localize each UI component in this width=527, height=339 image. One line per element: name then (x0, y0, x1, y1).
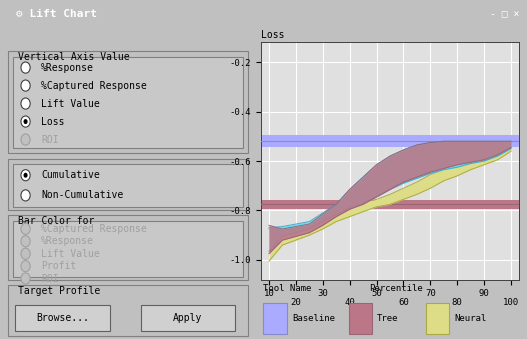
Bar (426, 303, 450, 334)
Bar (8, 215, 248, 280)
Text: Profit: Profit (41, 261, 76, 271)
Circle shape (21, 190, 30, 201)
Bar (15, 305, 110, 331)
Bar (13, 164, 243, 207)
Text: Browse...: Browse... (36, 313, 89, 323)
Circle shape (21, 261, 30, 272)
Circle shape (21, 223, 30, 235)
Text: Percentile: Percentile (369, 284, 423, 294)
Bar (141, 305, 235, 331)
Circle shape (21, 62, 30, 73)
Circle shape (21, 236, 30, 247)
Circle shape (24, 173, 27, 178)
Text: Loss: Loss (41, 117, 64, 126)
Bar (8, 159, 248, 210)
Circle shape (21, 273, 30, 284)
Text: Target Profile: Target Profile (18, 286, 100, 296)
Circle shape (21, 170, 30, 181)
Text: ⚙ Lift Chart: ⚙ Lift Chart (16, 9, 97, 19)
Text: ROI: ROI (41, 135, 58, 144)
Text: Lift Value: Lift Value (41, 99, 100, 108)
Bar (13, 221, 243, 277)
Circle shape (21, 116, 30, 127)
Text: Bar Color for: Bar Color for (18, 217, 94, 226)
Text: %Response: %Response (41, 236, 94, 246)
Bar (349, 303, 372, 334)
Text: ROI: ROI (41, 274, 58, 283)
Circle shape (24, 119, 27, 124)
Bar (264, 303, 287, 334)
Text: Lift Value: Lift Value (41, 249, 100, 259)
Circle shape (21, 134, 30, 145)
Text: %Captured Response: %Captured Response (41, 224, 147, 234)
Text: Baseline: Baseline (292, 314, 335, 323)
Circle shape (21, 80, 30, 91)
Bar (8, 285, 248, 336)
Text: %Response: %Response (41, 63, 94, 73)
Text: Loss: Loss (261, 30, 285, 40)
Text: - □ ×: - □ × (490, 9, 520, 19)
Circle shape (21, 248, 30, 259)
Text: Neural: Neural (454, 314, 487, 323)
Text: Tree: Tree (377, 314, 398, 323)
Text: Vertical Axis Value: Vertical Axis Value (18, 52, 130, 62)
Text: Cumulative: Cumulative (41, 170, 100, 180)
Bar (8, 51, 248, 153)
Bar (13, 57, 243, 148)
Text: Non-Cumulative: Non-Cumulative (41, 191, 123, 200)
Text: %Captured Response: %Captured Response (41, 81, 147, 91)
Text: Tool Name: Tool Name (264, 284, 312, 294)
Circle shape (21, 98, 30, 109)
Text: Apply: Apply (173, 313, 202, 323)
